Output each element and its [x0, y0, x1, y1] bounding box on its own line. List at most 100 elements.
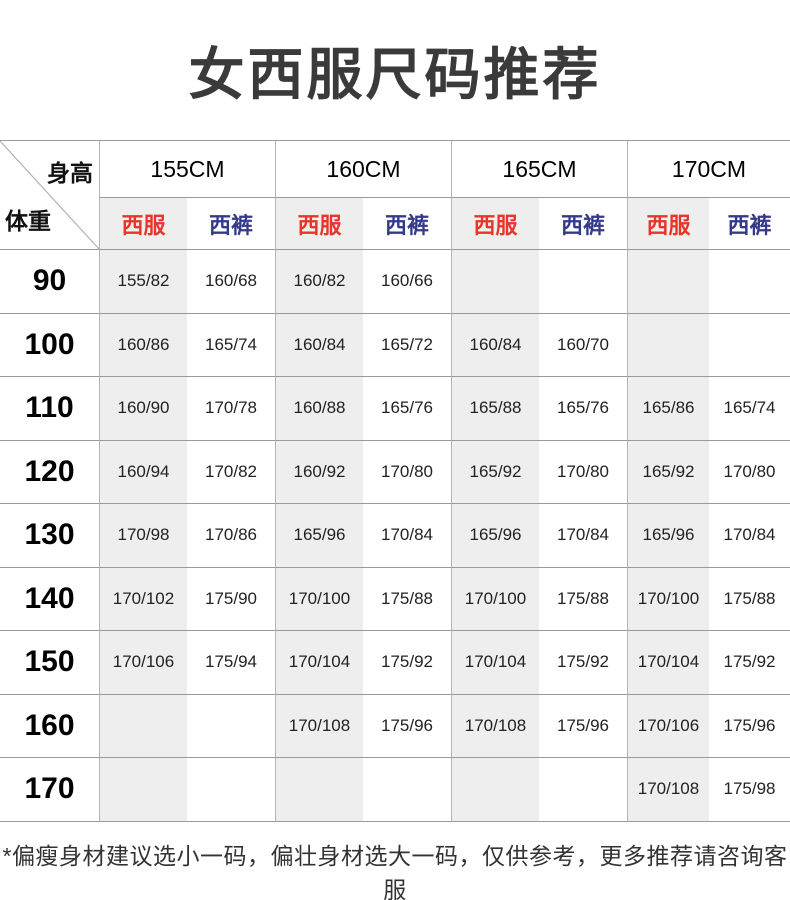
suit-header-165: 西服: [451, 198, 539, 250]
size-cell: 170/80: [709, 441, 790, 504]
size-cell: 170/100: [627, 567, 709, 631]
size-cell: [187, 758, 275, 822]
weight-cell: 140: [0, 568, 99, 631]
size-cell: 170/102: [99, 567, 187, 631]
size-cell: 165/72: [363, 314, 451, 377]
size-cell: 170/108: [275, 694, 363, 758]
size-cell: 165/76: [363, 377, 451, 441]
weight-cell: 90: [0, 250, 99, 314]
height-header-155: 155CM: [99, 141, 275, 198]
size-cell: [99, 758, 187, 822]
weight-cell: 110: [0, 377, 99, 441]
size-cell: 175/88: [363, 568, 451, 631]
size-cell: 165/92: [627, 440, 709, 504]
corner-cell: 身高 体重: [0, 141, 99, 250]
size-cell: 170/78: [187, 377, 275, 441]
size-cell: [187, 695, 275, 758]
weight-cell: 100: [0, 314, 99, 377]
size-cell: 160/92: [275, 440, 363, 504]
size-cell: 175/96: [539, 695, 627, 758]
size-cell: 175/92: [709, 631, 790, 695]
size-cell: 175/92: [539, 631, 627, 695]
pants-header-155: 西裤: [187, 198, 275, 250]
size-cell: 160/82: [275, 250, 363, 314]
size-cell: 160/88: [275, 377, 363, 441]
footer-note: *偏瘦身材建议选小一码，偏壮身材选大一码，仅供参考，更多推荐请咨询客服: [2, 842, 788, 900]
size-cell: 170/106: [627, 694, 709, 758]
size-cell: 170/80: [539, 441, 627, 504]
size-cell: 170/84: [363, 504, 451, 568]
size-cell: 165/74: [709, 377, 790, 441]
size-cell: 160/84: [451, 313, 539, 377]
height-header-170: 170CM: [627, 141, 790, 198]
size-cell: [627, 313, 709, 377]
size-cell: 165/96: [275, 504, 363, 568]
size-cell: 170/104: [627, 631, 709, 695]
diagonal-line: [0, 141, 99, 249]
size-cell: 175/90: [187, 568, 275, 631]
size-cell: [627, 250, 709, 314]
size-cell: 170/98: [99, 504, 187, 568]
size-cell: 170/108: [627, 758, 709, 822]
weight-cell: 170: [0, 758, 99, 822]
size-cell: 170/106: [99, 631, 187, 695]
size-cell: [709, 314, 790, 377]
size-cell: 160/66: [363, 250, 451, 314]
weight-cell: 150: [0, 631, 99, 695]
size-cell: [539, 758, 627, 822]
size-cell: 165/92: [451, 440, 539, 504]
height-axis-label: 身高: [47, 160, 93, 186]
size-cell: 175/88: [709, 568, 790, 631]
size-cell: 160/68: [187, 250, 275, 314]
size-cell: 175/94: [187, 631, 275, 695]
size-cell: 165/74: [187, 314, 275, 377]
suit-header-155: 西服: [99, 198, 187, 250]
height-header-160: 160CM: [275, 141, 451, 198]
weight-cell: 130: [0, 504, 99, 568]
pants-header-165: 西裤: [539, 198, 627, 250]
size-cell: [451, 758, 539, 822]
weight-axis-label: 体重: [5, 208, 51, 234]
size-cell: 175/98: [709, 758, 790, 822]
size-cell: [539, 250, 627, 314]
pants-header-170: 西裤: [709, 198, 790, 250]
size-cell: 170/104: [275, 631, 363, 695]
size-cell: 170/100: [275, 567, 363, 631]
size-cell: 170/100: [451, 567, 539, 631]
size-cell: [275, 758, 363, 822]
size-cell: 170/108: [451, 694, 539, 758]
size-cell: 175/96: [709, 695, 790, 758]
size-cell: 165/96: [451, 504, 539, 568]
size-cell: 160/84: [275, 313, 363, 377]
height-header-165: 165CM: [451, 141, 627, 198]
size-cell: 160/70: [539, 314, 627, 377]
size-cell: 170/80: [363, 441, 451, 504]
size-cell: 160/94: [99, 440, 187, 504]
size-cell: 165/88: [451, 377, 539, 441]
suit-header-160: 西服: [275, 198, 363, 250]
size-cell: 165/86: [627, 377, 709, 441]
size-table: 身高 体重 155CM 160CM 165CM 170CM 西服 西裤 西服 西…: [0, 140, 790, 822]
size-cell: [709, 250, 790, 314]
size-cell: [99, 694, 187, 758]
size-cell: 160/86: [99, 313, 187, 377]
weight-cell: 160: [0, 695, 99, 758]
size-cell: 160/90: [99, 377, 187, 441]
size-cell: 170/104: [451, 631, 539, 695]
suit-header-170: 西服: [627, 198, 709, 250]
page-title: 女西服尺码推荐: [188, 42, 602, 106]
size-cell: 175/92: [363, 631, 451, 695]
size-cell: 155/82: [99, 250, 187, 314]
size-cell: 165/96: [627, 504, 709, 568]
size-cell: 170/84: [709, 504, 790, 568]
size-cell: 165/76: [539, 377, 627, 441]
size-cell: 170/82: [187, 441, 275, 504]
size-cell: [451, 250, 539, 314]
size-cell: [363, 758, 451, 822]
size-cell: 170/84: [539, 504, 627, 568]
size-cell: 175/96: [363, 695, 451, 758]
size-cell: 170/86: [187, 504, 275, 568]
pants-header-160: 西裤: [363, 198, 451, 250]
weight-cell: 120: [0, 441, 99, 504]
